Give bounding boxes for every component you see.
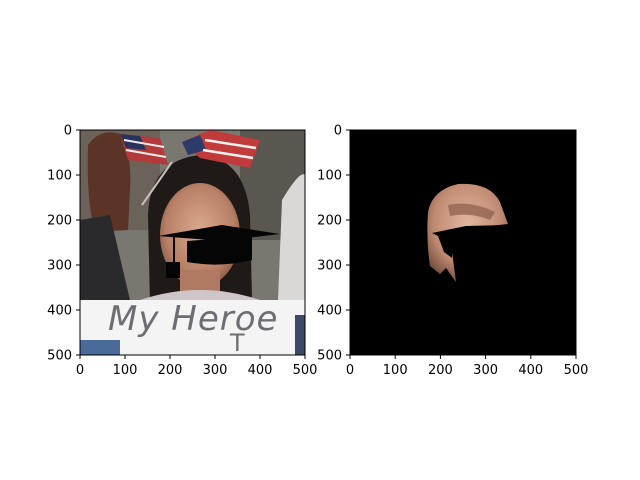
left-x-tick-label: 500 [293, 363, 318, 378]
left-x-tick-label: 0 [76, 363, 84, 378]
left-y-tick-label: 0 [64, 124, 72, 139]
right-axes-frame [349, 129, 577, 356]
right-image [350, 130, 576, 355]
sign-dark-edge [295, 315, 305, 355]
sign-text: My Heroe [108, 299, 278, 339]
right-x-tick-label: 0 [346, 363, 354, 378]
side-person-left [80, 215, 130, 305]
left-y-tick-label: 200 [47, 214, 72, 229]
sign-blue-corner [80, 340, 120, 355]
right-x-tick-label: 400 [518, 363, 543, 378]
right-x-tick-label: 100 [383, 363, 408, 378]
left-x-tick-label: 300 [203, 363, 228, 378]
side-person-right [278, 174, 305, 300]
left-y-tick-label: 100 [47, 169, 72, 184]
left-y-tick-label: 500 [47, 349, 72, 364]
face-shadow [448, 203, 495, 220]
left-x-tick-label: 100 [113, 363, 138, 378]
flag-right [182, 130, 260, 168]
brown-jacket-person [87, 132, 131, 232]
sign-text-2: T [229, 329, 245, 357]
right-axes: 0 100 200 300 400 500 0 100 200 300 400 500 [317, 124, 588, 379]
flag-pole [141, 161, 173, 206]
left-y-tick-label: 400 [47, 304, 72, 319]
right-y-tick-label: 0 [334, 124, 342, 139]
right-y-tick-label: 300 [317, 259, 342, 274]
right-y-tick-label: 400 [317, 304, 342, 319]
right-y-tick-label: 500 [317, 349, 342, 364]
left-x-tick-label: 200 [158, 363, 183, 378]
left-y-tick-label: 300 [47, 259, 72, 274]
cap-cutout [432, 225, 508, 258]
flag-left [120, 134, 168, 165]
right-y-tick-label: 200 [317, 214, 342, 229]
right-x-tick-label: 300 [473, 363, 498, 378]
left-x-tick-label: 400 [248, 363, 273, 378]
left-axes-frame [79, 129, 306, 356]
masked-face [427, 183, 508, 282]
right-y-tick-label: 100 [317, 169, 342, 184]
left-axes: 0 100 200 300 400 500 0 100 200 300 400 500 [47, 124, 317, 379]
right-x-tick-label: 200 [428, 363, 453, 378]
mask-background [350, 130, 576, 355]
neck [180, 270, 220, 292]
right-x-tick-label: 500 [564, 363, 589, 378]
left-image: My Heroe T [80, 130, 305, 357]
graduation-cap [158, 225, 280, 278]
